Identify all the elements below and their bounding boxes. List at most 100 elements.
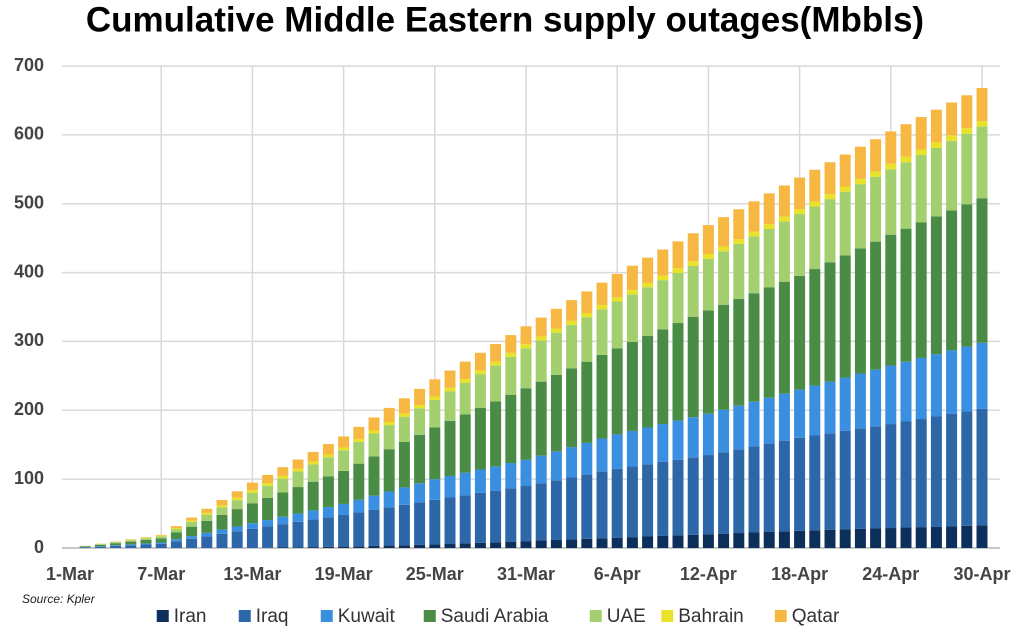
bar-segment	[763, 224, 775, 229]
bar-segment	[201, 536, 213, 548]
bar-segment	[657, 280, 669, 330]
bar-segment	[961, 95, 973, 129]
bar-segment	[885, 163, 897, 170]
bar-segment	[94, 544, 106, 545]
bar-segment	[170, 528, 182, 530]
bar-segment	[915, 155, 927, 223]
bar-segment	[520, 326, 532, 345]
bar-segment	[824, 262, 836, 382]
bar-segment	[961, 204, 973, 347]
bar-segment	[231, 491, 243, 498]
bar-segment	[125, 545, 137, 548]
bar-segment	[322, 457, 334, 477]
bar-segment	[824, 199, 836, 263]
bar-segment	[170, 526, 182, 529]
bar-segment	[398, 413, 410, 417]
bar-segment	[459, 414, 471, 473]
bar-segment	[854, 428, 866, 529]
bar-segment	[444, 544, 456, 548]
bar-segment	[900, 421, 912, 528]
bar-segment	[733, 449, 745, 534]
bar-segment	[429, 544, 441, 548]
bar-segment	[490, 401, 502, 467]
bar-segment	[794, 214, 806, 277]
bar-segment	[611, 537, 623, 548]
bar-segment	[672, 323, 684, 421]
bar-segment	[353, 441, 365, 464]
bar-segment	[155, 534, 167, 536]
bar-segment	[778, 185, 790, 217]
bar-segment	[338, 447, 350, 451]
bar-segment	[429, 427, 441, 480]
bar-segment	[566, 300, 578, 321]
bar-segment	[900, 228, 912, 362]
bar-segment	[626, 341, 638, 431]
bar-segment	[535, 540, 547, 548]
bar-segment	[216, 533, 228, 548]
bar-segment	[414, 483, 426, 503]
bar-segment	[216, 500, 228, 506]
legend-swatch	[589, 610, 602, 622]
bar-segment	[277, 475, 289, 479]
bar-segment	[140, 538, 152, 540]
bar-segment	[763, 531, 775, 548]
bar-segment	[946, 350, 958, 414]
bar-segment	[885, 528, 897, 548]
bar-segment	[976, 198, 988, 343]
legend-swatch	[156, 610, 169, 622]
bar-segment	[672, 420, 684, 460]
bar-segment	[398, 504, 410, 546]
bar-segment	[307, 451, 319, 462]
bar-segment	[459, 382, 471, 415]
bar-segment	[885, 365, 897, 425]
bar-segment	[307, 481, 319, 511]
bar-segment	[839, 191, 851, 256]
bar-segment	[155, 543, 167, 548]
bar-segment	[824, 433, 836, 530]
bar-segment	[505, 356, 517, 395]
bar-segment	[930, 142, 942, 148]
bar-segment	[474, 407, 486, 470]
bar-segment	[459, 361, 471, 380]
x-tick-label: 6-Apr	[594, 564, 641, 584]
bar-segment	[414, 408, 426, 435]
bar-segment	[322, 476, 334, 508]
bar-segment	[794, 437, 806, 531]
bar-segment	[915, 222, 927, 358]
bar-segment	[170, 529, 182, 533]
bar-segment	[140, 544, 152, 548]
y-tick-label: 200	[14, 399, 44, 419]
bar-segment	[277, 524, 289, 548]
bar-segment	[809, 201, 821, 207]
bar-segment	[748, 401, 760, 447]
legend-label: Iraq	[256, 606, 289, 627]
bar-segment	[444, 475, 456, 498]
bar-segment	[763, 397, 775, 444]
bar-segment	[353, 512, 365, 547]
bar-segment	[748, 231, 760, 237]
bar-segment	[383, 449, 395, 492]
bar-segment	[672, 459, 684, 536]
bar-segment	[459, 472, 471, 496]
bar-segment	[383, 425, 395, 450]
bar-segment	[322, 546, 334, 548]
bar-segment	[794, 177, 806, 210]
bar-segment	[748, 201, 760, 232]
bar-segment	[170, 539, 182, 542]
x-tick-label: 25-Mar	[406, 564, 464, 584]
bar-segment	[262, 485, 274, 498]
bar-segment	[930, 147, 942, 217]
bar-segment	[702, 455, 714, 535]
bar-segment	[611, 297, 623, 302]
bar-segment	[307, 547, 319, 548]
bar-segment	[262, 474, 274, 484]
y-tick-label: 300	[14, 330, 44, 350]
bar-segment	[778, 531, 790, 548]
bar-segment	[231, 497, 243, 501]
bar-segment	[490, 343, 502, 362]
bar-segment	[550, 451, 562, 481]
bar-segment	[885, 234, 897, 366]
bar-segment	[550, 539, 562, 548]
bar-segment	[474, 542, 486, 548]
bar-segment	[946, 210, 958, 351]
